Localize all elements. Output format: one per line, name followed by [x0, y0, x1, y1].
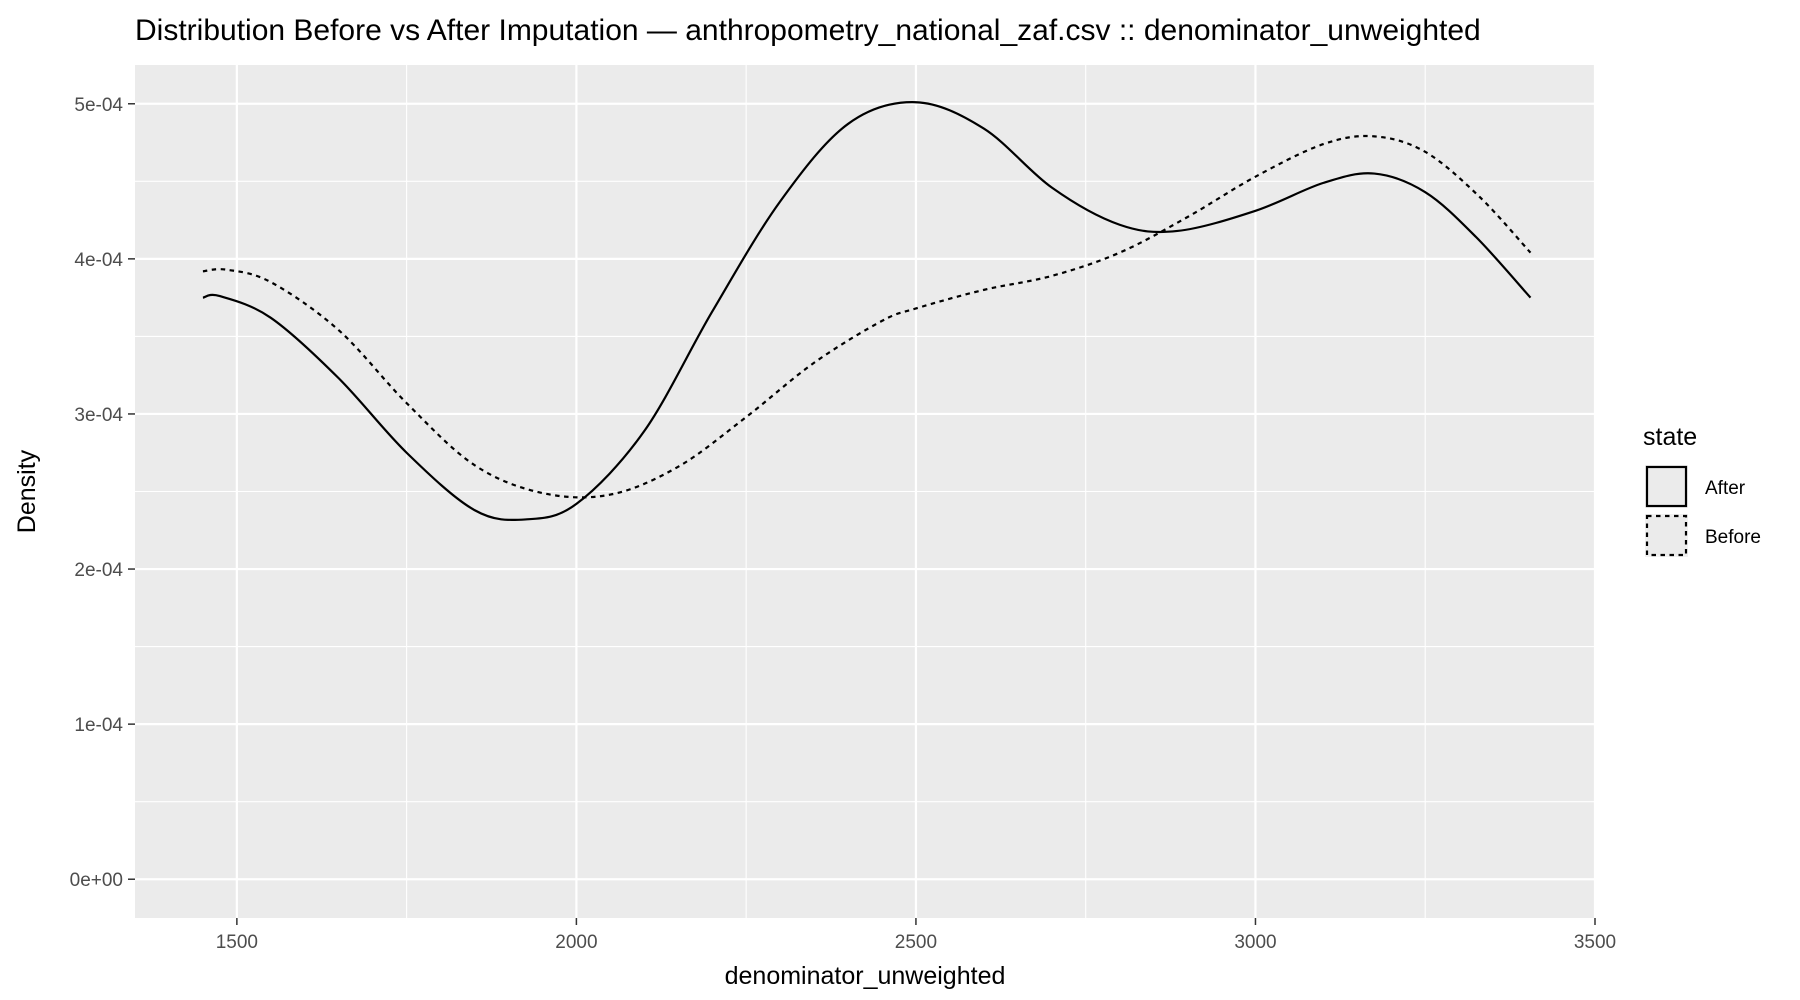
y-tick-label: 1e-04 [74, 715, 123, 736]
x-tick-label: 2000 [555, 932, 597, 953]
y-axis: 0e+00 1e-04 2e-04 3e-04 4e-04 5e-04 [70, 95, 135, 891]
y-tick-label: 0e+00 [70, 870, 123, 891]
minor-gridlines [135, 65, 1595, 918]
series-line-after [202, 101, 1532, 522]
series-line-before [202, 134, 1532, 499]
y-tick-label: 2e-04 [74, 560, 123, 581]
major-gridlines [135, 65, 1597, 918]
legend-key-after [1645, 465, 1688, 508]
legend-label-before: Before [1705, 527, 1761, 548]
x-tick-label: 3000 [1234, 932, 1276, 953]
series-layer [202, 101, 1532, 522]
y-axis-title: Density [13, 449, 41, 533]
x-tick-label: 1500 [216, 932, 258, 953]
legend-title: state [1643, 423, 1697, 451]
y-tick-label: 5e-04 [74, 95, 123, 116]
legend-label-after: After [1705, 478, 1746, 499]
x-axis-title: denominator_unweighted [725, 962, 1006, 990]
y-tick-label: 4e-04 [74, 250, 123, 271]
x-tick-label: 3500 [1574, 932, 1616, 953]
x-tick-label: 2500 [895, 932, 937, 953]
chart-title: Distribution Before vs After Imputation … [135, 14, 1481, 47]
legend-key-before [1645, 514, 1688, 557]
y-tick-label: 3e-04 [74, 405, 123, 426]
x-axis: 1500 2000 2500 3000 3500 [216, 918, 1616, 953]
legend: state After Before [1643, 423, 1761, 557]
